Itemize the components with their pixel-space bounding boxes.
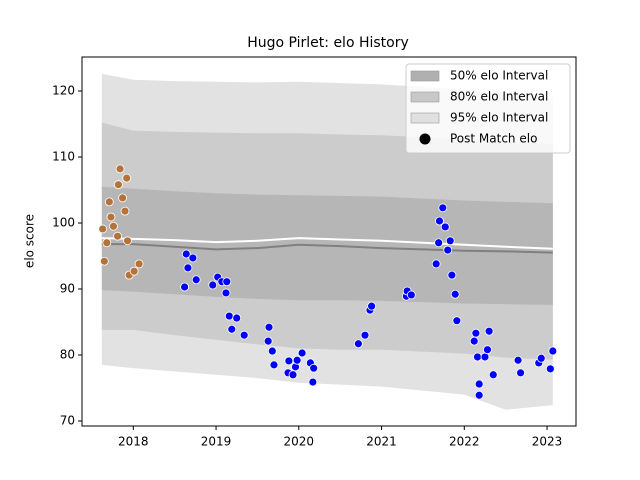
- post-match-point: [191, 275, 201, 285]
- post-match-point: [102, 238, 112, 248]
- post-match-point: [536, 353, 546, 363]
- post-match-point: [263, 336, 273, 346]
- post-match-point: [99, 256, 109, 266]
- post-match-point: [118, 193, 127, 203]
- post-match-point: [445, 236, 455, 246]
- post-match-point: [434, 238, 444, 248]
- elo-line: [101, 237, 553, 250]
- post-match-point: [113, 231, 122, 241]
- post-match-point: [353, 339, 363, 349]
- post-match-point: [264, 322, 274, 332]
- post-match-point: [474, 379, 484, 389]
- post-match-point: [431, 259, 441, 269]
- post-match-point: [208, 280, 218, 290]
- x-tick-label: 2021: [366, 435, 397, 449]
- post-match-point: [450, 289, 460, 299]
- post-match-point: [406, 290, 416, 300]
- post-match-point: [222, 277, 232, 287]
- x-tick-label: 2020: [284, 435, 315, 449]
- post-match-point: [104, 197, 114, 207]
- legend-swatch: [410, 70, 440, 82]
- post-match-point: [224, 311, 234, 321]
- legend-box: [405, 63, 571, 154]
- legend-swatch: [410, 112, 440, 124]
- legend-marker: [419, 133, 431, 145]
- post-match-point: [447, 270, 457, 280]
- post-match-point: [114, 180, 123, 190]
- post-match-point: [483, 345, 492, 355]
- post-match-point: [452, 316, 462, 326]
- post-match-point: [474, 390, 484, 400]
- post-match-point: [513, 355, 523, 365]
- legend-label: 80% elo Interval: [450, 90, 548, 104]
- post-match-point: [188, 253, 198, 263]
- legend-swatch: [410, 91, 440, 103]
- post-match-point: [181, 249, 191, 259]
- y-axis-label: elo score: [23, 214, 37, 268]
- post-match-point: [106, 212, 116, 222]
- legend-label: 50% elo Interval: [450, 69, 548, 83]
- post-match-point: [292, 355, 302, 365]
- post-match-point: [367, 301, 377, 311]
- legend-label: 95% elo Interval: [450, 111, 548, 125]
- post-match-point: [443, 245, 453, 255]
- post-match-point: [516, 368, 525, 378]
- legend-label: Post Match elo: [450, 132, 537, 146]
- plot-frame: [81, 56, 577, 427]
- x-tick-label: 2022: [449, 435, 480, 449]
- post-match-point: [180, 282, 190, 292]
- post-match-point: [545, 364, 555, 374]
- y-tick-label: 120: [52, 83, 75, 97]
- post-match-point: [109, 221, 118, 231]
- post-match-point: [469, 336, 479, 346]
- post-match-point: [484, 326, 494, 336]
- post-match-point: [269, 360, 279, 370]
- post-match-point: [239, 330, 249, 340]
- post-match-point: [284, 356, 294, 366]
- x-tick-label: 2018: [118, 435, 149, 449]
- x-tick-label: 2023: [532, 435, 563, 449]
- post-match-point: [473, 352, 482, 362]
- post-match-point: [129, 266, 139, 276]
- post-match-point: [308, 377, 318, 387]
- post-match-point: [123, 236, 132, 246]
- y-tick-label: 80: [60, 347, 75, 361]
- post-match-point: [435, 216, 444, 226]
- y-tick-label: 70: [60, 413, 75, 427]
- post-match-point: [548, 346, 558, 356]
- post-match-point: [488, 370, 498, 380]
- y-tick-label: 100: [52, 215, 75, 229]
- post-match-point: [438, 203, 448, 213]
- chart-title: Hugo Pirlet: elo History: [247, 35, 409, 51]
- post-match-point: [120, 206, 130, 216]
- post-match-point: [115, 164, 125, 174]
- post-match-point: [122, 173, 132, 183]
- post-match-point: [288, 370, 298, 380]
- post-match-point: [227, 324, 237, 334]
- post-match-point: [480, 352, 490, 362]
- post-match-point: [232, 313, 242, 323]
- y-tick-label: 90: [60, 281, 75, 295]
- post-match-point: [134, 259, 144, 269]
- post-match-point: [183, 263, 193, 273]
- x-tick-label: 2019: [201, 435, 232, 449]
- post-match-point: [221, 288, 231, 298]
- post-match-point: [309, 363, 319, 373]
- elo-line: [101, 243, 553, 254]
- y-tick-label: 110: [52, 149, 75, 163]
- post-match-point: [267, 346, 277, 356]
- post-match-point: [471, 328, 481, 338]
- post-match-point: [297, 348, 307, 358]
- post-match-point: [360, 330, 370, 340]
- post-match-point: [440, 222, 450, 232]
- post-match-point: [98, 224, 108, 234]
